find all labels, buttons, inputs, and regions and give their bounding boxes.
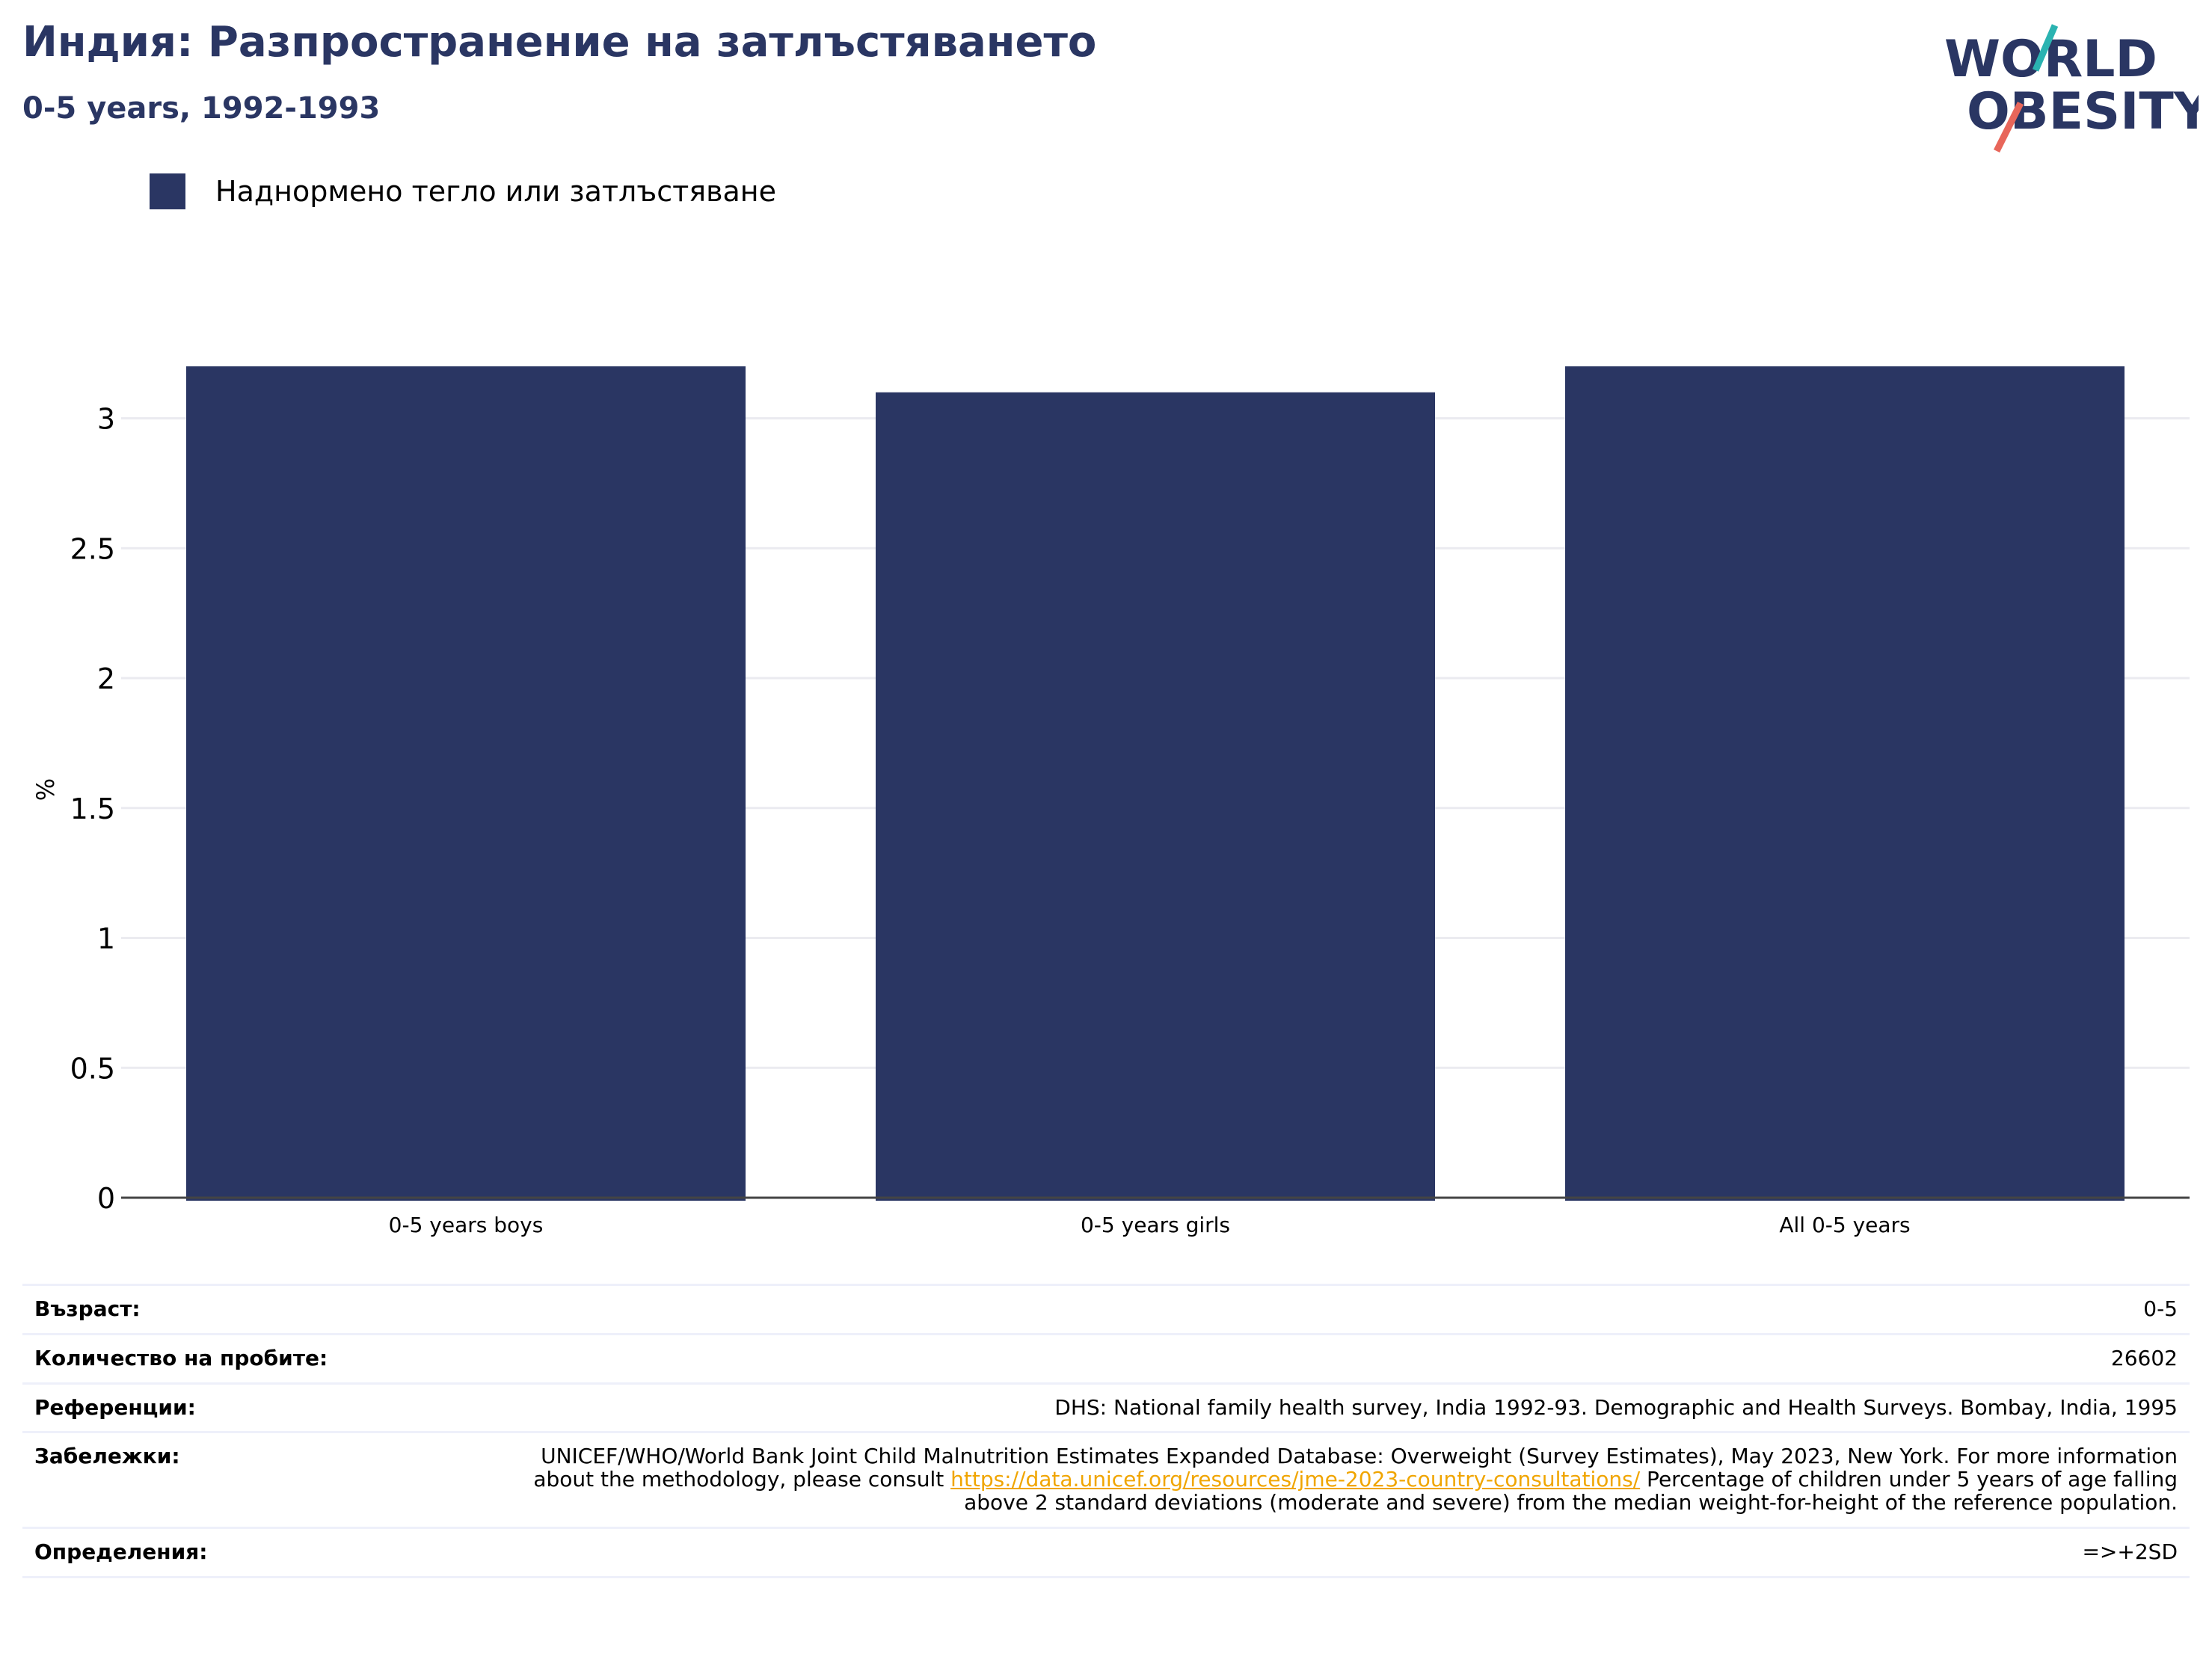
logo-line2: OBESITY bbox=[1967, 82, 2199, 141]
notes-text-end: Percentage of children under 5 years of … bbox=[964, 1467, 2178, 1515]
meta-value: UNICEF/WHO/World Bank Joint Child Malnut… bbox=[495, 1431, 2190, 1529]
notes-text: UNICEF/WHO/World Bank Joint Child Malnut… bbox=[533, 1444, 2178, 1492]
meta-row-sample: Количество на пробите: 26602 bbox=[22, 1332, 2190, 1385]
meta-label: Количество на пробите: bbox=[22, 1332, 495, 1385]
legend-label: Наднормено тегло или затлъстяване bbox=[215, 175, 776, 208]
y-tick-label: 0 bbox=[97, 1182, 115, 1215]
y-tick-label: 1 bbox=[97, 923, 115, 955]
y-tick-label: 2.5 bbox=[70, 532, 115, 565]
meta-label: Възраст: bbox=[22, 1284, 495, 1335]
notes-link[interactable]: https://data.unicef.org/resources/jme-20… bbox=[950, 1467, 1641, 1492]
bar bbox=[1565, 366, 2125, 1201]
meta-value: 0-5 bbox=[495, 1284, 2190, 1335]
y-tick-label: 0.5 bbox=[70, 1052, 115, 1085]
metadata-table: Възраст: 0-5 Количество на пробите: 2660… bbox=[22, 1284, 2190, 1578]
y-tick-label: 2 bbox=[97, 662, 115, 695]
meta-row-age: Възраст: 0-5 bbox=[22, 1284, 2190, 1335]
meta-label: Референции: bbox=[22, 1382, 495, 1434]
chart-legend: Наднормено тегло или затлъстяване bbox=[150, 173, 776, 209]
meta-value: DHS: National family health survey, Indi… bbox=[495, 1382, 2190, 1434]
meta-label: Определения: bbox=[22, 1526, 495, 1578]
y-tick-label: 3 bbox=[97, 403, 115, 436]
page-subtitle: 0-5 years, 1992-1993 bbox=[22, 91, 381, 126]
meta-row-notes: Забележки: UNICEF/WHO/World Bank Joint C… bbox=[22, 1431, 2190, 1529]
y-axis-label: % bbox=[31, 778, 60, 801]
legend-swatch bbox=[150, 173, 185, 209]
meta-row-references: Референции: DHS: National family health … bbox=[22, 1382, 2190, 1434]
y-tick-label: 1.5 bbox=[70, 792, 115, 825]
bar-chart: 0 0.5 1 1.5 2 2.5 3 0-5 years boys 0-5 years gir… bbox=[31, 366, 2190, 1237]
meta-value: 26602 bbox=[495, 1332, 2190, 1385]
meta-value: =>+2SD bbox=[495, 1526, 2190, 1578]
x-tick-label: 0-5 years girls bbox=[1081, 1213, 1230, 1237]
world-obesity-logo: WORLD OBESITY bbox=[1944, 24, 2199, 153]
meta-row-definitions: Определения: =>+2SD bbox=[22, 1526, 2190, 1578]
x-tick-label: 0-5 years boys bbox=[389, 1213, 544, 1237]
logo-slash-red bbox=[1993, 101, 2024, 153]
bar bbox=[876, 392, 1435, 1201]
meta-label: Забележки: bbox=[22, 1431, 495, 1529]
page-title: Индия: Разпространение на затлъстяването bbox=[22, 18, 1097, 67]
bar bbox=[186, 366, 746, 1201]
x-tick-label: All 0-5 years bbox=[1779, 1213, 1910, 1237]
logo-slash-teal bbox=[2032, 24, 2059, 72]
